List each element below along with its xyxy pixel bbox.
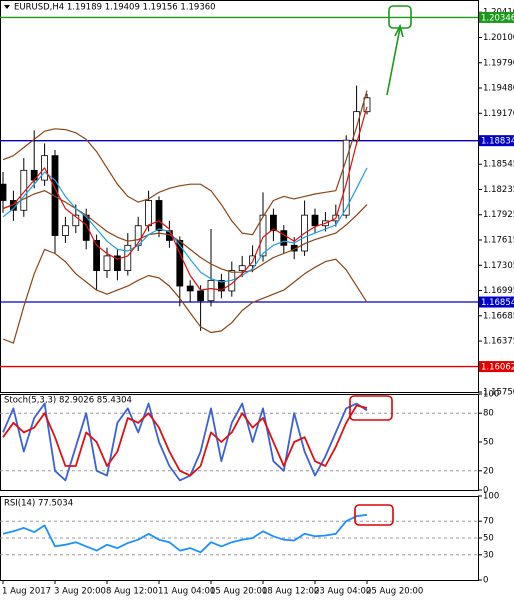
series-line — [2, 190, 368, 273]
y-tick-label: 1.17615 — [483, 236, 514, 246]
series-line — [2, 404, 368, 477]
series-line — [2, 90, 368, 236]
candle-body — [155, 200, 163, 232]
level-label: 1.20346 — [481, 13, 514, 23]
stoch-title: Stoch(5,3,3) 82.9026 85.4304 — [4, 396, 132, 406]
y-tick-label: 50 — [483, 438, 494, 448]
y-tick-label: 1.17305 — [483, 261, 514, 271]
series-line — [2, 167, 368, 283]
y-tick-label: 1.17925 — [483, 210, 514, 220]
y-tick-label: 100 — [483, 492, 499, 502]
candle-body — [186, 285, 194, 292]
y-tick-label: 1.19790 — [483, 58, 514, 68]
y-tick-label: 1.16685 — [483, 311, 514, 321]
y-tick-label: 20 — [483, 466, 494, 476]
candle-body — [197, 290, 205, 302]
level-label-box — [479, 361, 514, 373]
title-icon — [4, 5, 10, 9]
y-tick-label: 1.19480 — [483, 84, 514, 94]
candle-body — [238, 265, 246, 271]
candle-body — [62, 225, 69, 236]
candle-body — [30, 169, 38, 181]
y-tick-label: 1.16375 — [483, 337, 514, 347]
candle-body — [280, 230, 288, 246]
level-label-box — [479, 11, 514, 23]
x-tick-label: 15 Aug 20:00 — [210, 587, 267, 597]
y-tick-label: 1.20100 — [483, 33, 514, 43]
candle-body — [269, 214, 277, 232]
chart-title: EURUSD,H4 1.19189 1.19409 1.19156 1.1936… — [14, 3, 216, 13]
candle-body — [51, 155, 59, 236]
candle-body — [124, 244, 132, 271]
arrow-head — [394, 23, 404, 38]
level-label-box — [479, 296, 514, 308]
candle-body — [176, 240, 184, 287]
candle-body — [342, 139, 350, 216]
y-tick-label: 0 — [483, 486, 488, 496]
level-label-box — [479, 135, 514, 147]
candle-body — [20, 169, 28, 211]
y-tick-label: 30 — [483, 550, 494, 560]
stoch-highlight — [349, 395, 393, 421]
series-line — [2, 106, 368, 291]
candle-body — [114, 255, 121, 271]
candle-body — [103, 255, 111, 271]
rsi-title: RSI(14) 77.5034 — [4, 499, 73, 509]
y-tick-label: 80 — [483, 409, 494, 419]
y-tick-label: 50 — [483, 534, 494, 544]
x-tick-label: 23 Aug 04:00 — [314, 587, 371, 597]
panel-line — [0, 514, 478, 556]
candle-body — [0, 183, 7, 201]
target-arrow — [386, 27, 401, 96]
y-tick-label: 1.18235 — [483, 185, 514, 195]
series-line — [2, 514, 368, 554]
y-tick-label: 100 — [483, 390, 499, 400]
y-tick-label: 0 — [483, 576, 488, 586]
marks: 1.204101.201001.197901.194801.191701.185… — [0, 8, 514, 597]
x-tick-label: 8 Aug 12:00 — [106, 587, 158, 597]
level-label: 1.18834 — [481, 137, 514, 147]
series-line — [2, 402, 368, 482]
panel-line — [0, 402, 478, 482]
candle-body — [363, 97, 371, 113]
x-tick-label: 25 Aug 20:00 — [366, 587, 423, 597]
series-line — [2, 248, 368, 344]
candle-body — [72, 214, 80, 227]
candle-body — [311, 214, 319, 227]
x-tick-label: 18 Aug 12:00 — [262, 587, 319, 597]
annotations — [349, 5, 412, 526]
level-label: 1.16854 — [481, 298, 514, 308]
y-tick-label: 1.15750 — [483, 388, 514, 398]
x-tick-label: 1 Aug 2017 — [2, 587, 51, 597]
x-tick-label: 11 Aug 04:00 — [158, 587, 215, 597]
y-tick-label: 1.19170 — [483, 109, 514, 119]
x-tick-label: 3 Aug 20:00 — [54, 587, 106, 597]
rsi-highlight — [354, 504, 394, 526]
candle-body — [145, 200, 153, 227]
panel-candlestick — [0, 16, 478, 368]
y-tick-label: 1.16995 — [483, 286, 514, 296]
y-tick-label: 70 — [483, 517, 494, 527]
candle-body — [217, 279, 225, 292]
candle-body — [207, 279, 215, 302]
level-label: 1.16062 — [481, 363, 514, 373]
candle-body — [93, 240, 100, 271]
y-tick-label: 1.18545 — [483, 160, 514, 170]
